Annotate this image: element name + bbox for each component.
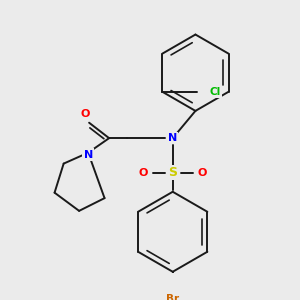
Text: Br: Br — [166, 294, 179, 300]
Text: N: N — [168, 133, 177, 143]
Text: N: N — [84, 149, 93, 160]
Text: S: S — [168, 166, 177, 179]
Text: O: O — [81, 109, 90, 118]
Text: Cl: Cl — [210, 87, 221, 97]
Text: O: O — [197, 168, 206, 178]
Text: O: O — [139, 168, 148, 178]
